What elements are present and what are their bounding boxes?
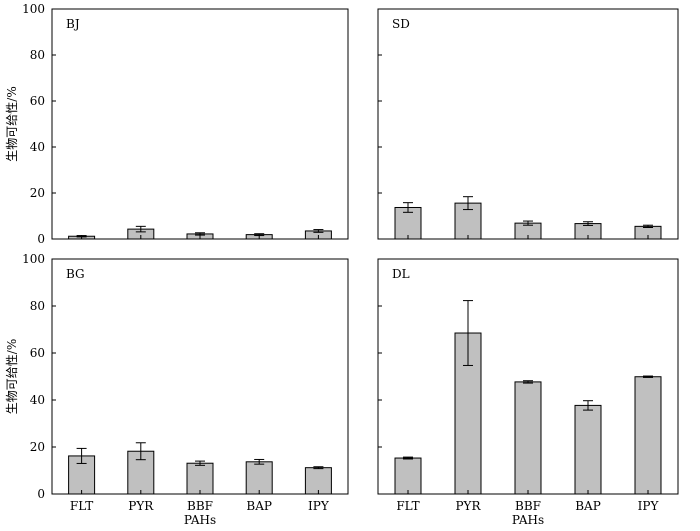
bar — [394, 457, 422, 495]
x-tick-label: IPY — [638, 499, 660, 513]
y-tick-label: 100 — [22, 252, 45, 266]
y-tick-label: 40 — [30, 393, 45, 407]
panel-label: SD — [392, 17, 410, 31]
chart-panel-bj: 0 20 40 60 80 100 BJ 生物可给性/% — [5, 2, 349, 246]
plot-frame — [51, 8, 349, 240]
x-axis-title: PAHs — [512, 513, 544, 527]
y-tick-label: 20 — [30, 186, 45, 200]
panel-label: DL — [392, 267, 410, 281]
plot-frame — [51, 258, 349, 495]
x-tick-label: BBF — [187, 499, 213, 513]
panel-label: BJ — [66, 17, 80, 31]
y-tick-label: 0 — [37, 232, 45, 246]
x-tick-label: PYR — [455, 499, 481, 513]
bar — [514, 381, 542, 495]
y-tick-label: 40 — [30, 140, 45, 154]
y-tick-label: 60 — [30, 346, 45, 360]
chart-panel-sd: SD — [377, 8, 679, 240]
x-tick-label: FLT — [70, 499, 93, 513]
x-tick-label: BBF — [515, 499, 541, 513]
bar — [245, 461, 273, 495]
bar — [186, 462, 214, 495]
chart-panel-bg: 0 20 40 60 80 100 FLT PYR BBF BAP IPY BG PAHs 生物可给性/% — [5, 252, 349, 527]
x-tick-label: BAP — [246, 499, 272, 513]
y-axis-title: 生物可给性/% — [5, 86, 19, 161]
chart-panel-dl: FLT PYR BBF BAP IPY DL PAHs — [377, 258, 679, 527]
panel-label: BG — [66, 267, 85, 281]
y-tick-label: 100 — [22, 2, 45, 16]
bar — [574, 404, 602, 495]
y-tick-label: 0 — [37, 487, 45, 501]
x-tick-label: BAP — [575, 499, 601, 513]
y-axis-title: 生物可给性/% — [5, 339, 19, 414]
x-tick-label: PYR — [128, 499, 154, 513]
x-tick-label: FLT — [396, 499, 419, 513]
y-tick-label: 80 — [30, 299, 45, 313]
x-axis-title: PAHs — [184, 513, 216, 527]
x-tick-label: IPY — [308, 499, 330, 513]
y-tick-label: 80 — [30, 48, 45, 62]
y-tick-label: 20 — [30, 440, 45, 454]
y-tick-label: 60 — [30, 94, 45, 108]
bar — [634, 376, 662, 495]
plot-frame — [377, 8, 679, 240]
